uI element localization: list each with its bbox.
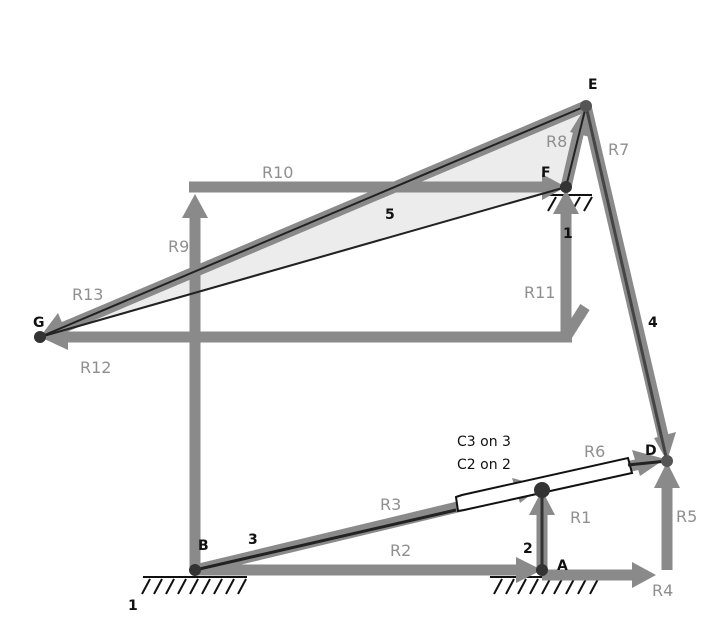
label-r11: R11 [524, 283, 555, 302]
joint-f [560, 181, 572, 193]
joint-d [661, 455, 673, 467]
link-label-3: 3 [248, 532, 258, 548]
joint-e [580, 100, 592, 112]
label-r10: R10 [262, 163, 293, 182]
joint-g [34, 331, 46, 343]
label-r6: R6 [584, 442, 605, 461]
joint-b [189, 564, 201, 576]
vector-r2 [195, 557, 542, 583]
point-label-f: F [541, 165, 551, 181]
link-label-5: 5 [385, 207, 395, 223]
link-label-ground-right: 1 [563, 226, 573, 242]
label-r4: R4 [652, 581, 673, 600]
label-r13: R13 [72, 285, 103, 304]
label-r9: R9 [168, 237, 189, 256]
link-label-ground-left: 1 [128, 598, 138, 614]
link5-edges [39, 105, 587, 338]
ground-b [141, 576, 247, 595]
label-r1: R1 [570, 508, 591, 527]
label-r3: R3 [380, 495, 401, 514]
label-r7: R7 [608, 140, 629, 159]
contact-label-c3: C3 on 3 [457, 434, 511, 450]
contact-label-c2: C2 on 2 [457, 457, 511, 473]
label-r8: R8 [546, 132, 567, 151]
vector-r10 [189, 174, 566, 200]
link-label-2: 2 [523, 541, 533, 557]
link4 [584, 105, 669, 462]
point-label-e: E [588, 77, 598, 93]
point-label-d: D [645, 443, 657, 459]
vector-r5 [654, 462, 680, 570]
label-r5: R5 [676, 507, 697, 526]
vector-r11 [553, 190, 590, 342]
joint-a [536, 564, 548, 576]
vector-r12 [40, 324, 572, 350]
vector-r4 [542, 562, 656, 588]
label-r12: R12 [80, 358, 111, 377]
point-label-b: B [198, 538, 209, 554]
point-label-a: A [557, 558, 568, 574]
label-r2: R2 [390, 541, 411, 560]
point-label-g: G [33, 315, 45, 331]
link-label-4: 4 [648, 315, 658, 331]
slider-c2 [534, 482, 550, 498]
